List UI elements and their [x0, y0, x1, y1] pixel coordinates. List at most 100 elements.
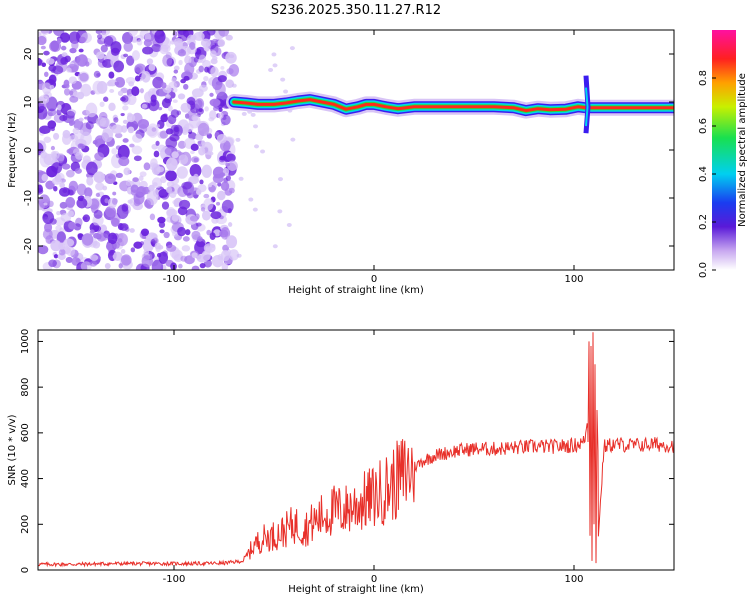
noise-blob [67, 189, 74, 196]
snr-y-tick-label: 800 [20, 378, 31, 397]
noise-blob [170, 124, 180, 137]
noise-blob [189, 41, 196, 50]
noise-blob [277, 209, 283, 214]
noise-blob [150, 94, 157, 103]
snr-x-label: Height of straight line (km) [288, 584, 424, 595]
noise-blob [115, 172, 123, 178]
noise-blob [69, 134, 79, 142]
noise-blob [76, 183, 87, 196]
noise-blob [112, 191, 117, 196]
noise-blob [59, 201, 68, 209]
spectrogram-y-tick-label: 0 [23, 147, 34, 153]
noise-blob [210, 58, 218, 65]
noise-blob [60, 45, 67, 51]
snr-y-label: SNR (10 * v/v) [7, 414, 18, 485]
noise-blob [154, 242, 162, 250]
noise-blob [48, 112, 53, 117]
noise-blob [48, 74, 57, 85]
noise-blob [206, 229, 212, 236]
noise-blob [78, 48, 84, 53]
noise-blob [63, 88, 71, 96]
noise-blob [78, 117, 84, 122]
noise-blob [235, 137, 241, 142]
noise-blob [147, 123, 159, 138]
spectrogram-y-label: Frequency (Hz) [7, 112, 18, 188]
snr-y-tick-label: 200 [20, 515, 31, 534]
noise-blob [165, 170, 177, 182]
noise-blob [204, 106, 209, 112]
noise-blob [272, 244, 278, 249]
noise-blob [214, 82, 226, 97]
noise-blob [184, 62, 195, 76]
noise-blob [149, 213, 156, 221]
noise-blob [60, 212, 72, 222]
noise-blob [116, 204, 129, 219]
noise-blob [196, 189, 202, 195]
noise-blob [71, 40, 79, 50]
noise-blob [38, 194, 51, 209]
noise-blob [111, 124, 124, 134]
noise-blob [61, 163, 71, 170]
noise-blob [201, 164, 212, 178]
noise-blob [169, 191, 177, 199]
noise-blob [61, 133, 72, 145]
noise-blob [86, 161, 98, 176]
noise-blob [151, 43, 162, 53]
noise-blob [217, 75, 227, 83]
noise-blob [211, 38, 219, 44]
noise-blob [193, 57, 199, 63]
noise-blob [113, 60, 125, 73]
noise-blob [128, 30, 139, 37]
noise-blob [184, 55, 192, 65]
noise-blob [152, 76, 164, 89]
noise-blob [95, 116, 107, 127]
noise-blob [225, 51, 237, 64]
noise-blob [155, 140, 160, 146]
noise-blob [193, 173, 199, 181]
noise-blob [217, 182, 222, 187]
noise-blob [139, 88, 144, 94]
noise-blob [140, 228, 150, 237]
noise-blob [122, 105, 129, 111]
snr-y-tick-label: 1000 [20, 329, 31, 354]
noise-blob [126, 94, 137, 106]
noise-blob [79, 36, 86, 44]
noise-blob [188, 132, 197, 140]
noise-blob [104, 262, 111, 270]
noise-blob [183, 75, 190, 81]
noise-blob [126, 113, 136, 123]
noise-blob [77, 233, 83, 238]
noise-blob [222, 244, 230, 252]
noise-blob [104, 198, 109, 204]
spectrogram-y-tick-label: 10 [23, 96, 34, 109]
noise-blob [76, 197, 88, 209]
colorbar-tick-label: 0.6 [698, 118, 709, 134]
noise-blob [39, 125, 51, 134]
noise-blob [225, 153, 236, 163]
noise-blob [216, 133, 227, 144]
noise-blob [43, 136, 52, 143]
noise-blob [110, 47, 120, 56]
noise-blob [72, 127, 80, 135]
noise-blob [180, 255, 188, 262]
noise-blob [172, 99, 178, 103]
noise-blob [195, 98, 205, 110]
noise-blob [72, 91, 80, 97]
noise-blob [210, 66, 219, 78]
noise-blob [183, 83, 189, 90]
noise-blob [47, 200, 54, 208]
noise-blob [61, 52, 68, 57]
noise-blob [92, 225, 102, 232]
noise-blob [114, 81, 120, 86]
noise-blob [165, 186, 173, 194]
noise-blob [41, 173, 49, 182]
noise-blob [209, 110, 217, 120]
noise-blob [250, 112, 256, 117]
noise-blob [56, 231, 67, 244]
noise-blob [165, 157, 178, 171]
noise-blob [53, 185, 58, 192]
noise-blob [45, 180, 55, 190]
noise-blob [116, 232, 128, 247]
noise-blob [191, 88, 204, 98]
